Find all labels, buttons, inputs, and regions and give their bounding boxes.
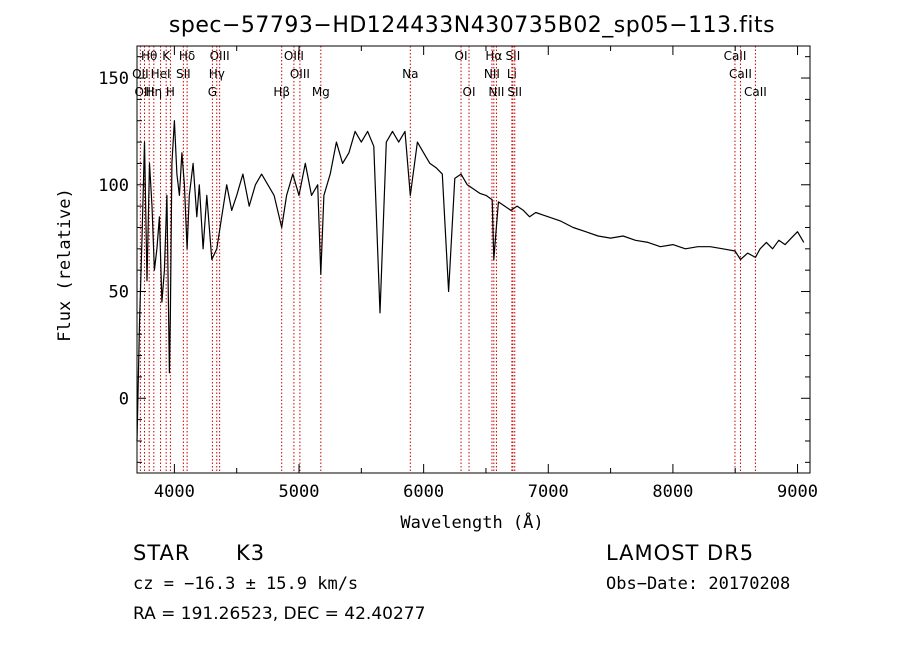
marker-label-10: HeI bbox=[151, 67, 171, 81]
spectrum-line-0 bbox=[136, 120, 805, 442]
x-tick-label-3: 7000 bbox=[528, 482, 569, 502]
y-tick-label-0: 0 bbox=[119, 389, 129, 409]
marker-label-19: H bbox=[166, 85, 175, 99]
marker-label-13: OIII bbox=[290, 67, 310, 81]
x-axis-label: Wavelength (Å) bbox=[400, 511, 543, 533]
marker-label-3: OIII bbox=[210, 49, 230, 63]
marker-label-4: OIII bbox=[284, 49, 304, 63]
axes: 4000 5000 6000 7000 8000 9000 0 50 100 150 bbox=[98, 46, 818, 502]
marker-label-11: SII bbox=[176, 67, 191, 81]
marker-label-7: SII bbox=[506, 49, 521, 63]
y-tick-label-2: 100 bbox=[98, 176, 129, 196]
x-tick-label-5: 9000 bbox=[777, 482, 818, 502]
marker-label-15: Li bbox=[507, 67, 517, 81]
marker-label-8: CaII bbox=[724, 49, 747, 63]
x-tick-label-0: 4000 bbox=[154, 482, 195, 502]
marker-label-21: Hβ bbox=[273, 85, 290, 99]
marker-label-2: Hδ bbox=[179, 49, 195, 63]
x-tick-label-4: 8000 bbox=[652, 482, 693, 502]
marker-label-18: Hη bbox=[146, 85, 163, 99]
y-tick-label-3: 150 bbox=[98, 69, 129, 89]
spectral-subclass: K3 bbox=[236, 541, 266, 565]
x-tick-label-1: 5000 bbox=[279, 482, 320, 502]
marker-label-23: Na bbox=[402, 67, 418, 81]
marker-label-26: SII bbox=[507, 85, 522, 99]
plot-frame bbox=[136, 45, 811, 474]
y-axis-label: Flux (relative) bbox=[55, 188, 75, 342]
marker-label-5: OI bbox=[455, 49, 468, 63]
marker-label-14: NII bbox=[484, 67, 500, 81]
marker-label-17: OIII bbox=[134, 85, 154, 99]
spectrum-series bbox=[136, 120, 805, 442]
marker-label-1: K bbox=[162, 49, 171, 63]
marker-label-20: G bbox=[208, 85, 217, 99]
spectral-line-markers: Hθ K Hδ OIII OIII OI Hα SII CaII OII HeI SII Hγ OIII N… bbox=[132, 46, 767, 473]
marker-label-6: Hα bbox=[485, 49, 502, 63]
marker-label-9: OII bbox=[132, 67, 149, 81]
marker-label-16: CaII bbox=[729, 67, 752, 81]
survey-name: LAMOST DR5 bbox=[606, 541, 755, 565]
marker-label-27: CaII bbox=[744, 85, 767, 99]
object-class: STAR bbox=[133, 541, 191, 565]
coordinates: RA = 191.26523, DEC = 42.40277 bbox=[133, 604, 426, 624]
marker-label-25: NII bbox=[488, 85, 504, 99]
x-tick-label-2: 6000 bbox=[403, 482, 444, 502]
marker-label-12: Hγ bbox=[209, 67, 225, 81]
redshift-cz: cz = −16.3 ± 15.9 km/s bbox=[133, 574, 359, 594]
marker-label-22: Mg bbox=[312, 85, 330, 99]
observation-date: Obs−Date: 20170208 bbox=[606, 574, 791, 594]
marker-label-0: Hθ bbox=[141, 49, 157, 63]
marker-label-24: OI bbox=[463, 85, 476, 99]
chart-title: spec−57793−HD124433N430735B02_sp05−113.f… bbox=[169, 13, 775, 38]
y-tick-label-1: 50 bbox=[109, 283, 129, 303]
